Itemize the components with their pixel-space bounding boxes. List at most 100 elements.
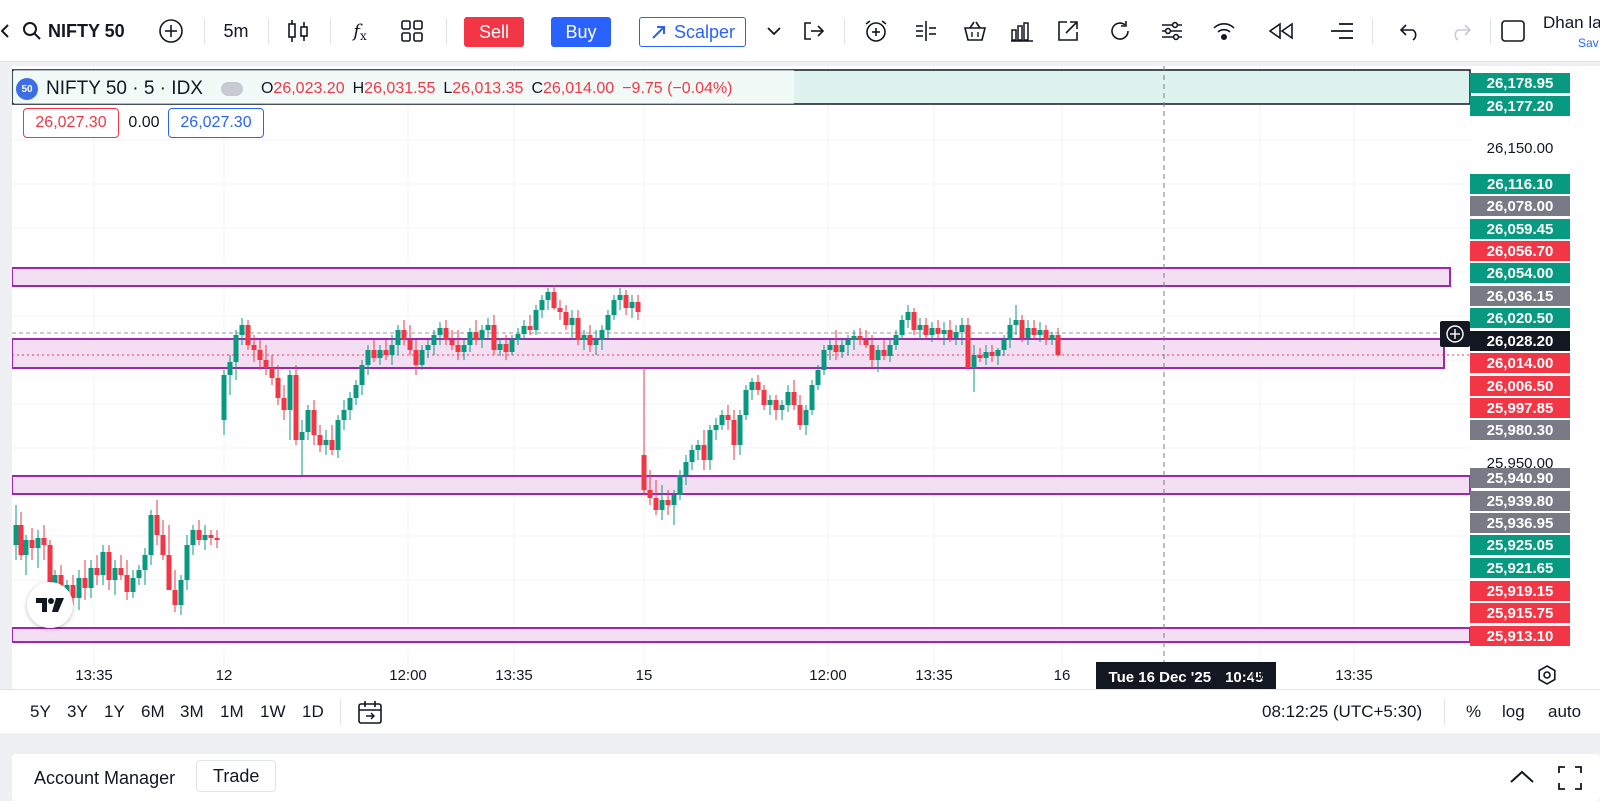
chevron-up-icon[interactable] [1508,766,1536,788]
layouts-grid-icon[interactable] [397,14,427,48]
candle-body [593,340,599,345]
menu-lines-icon[interactable] [1327,14,1357,48]
tf-5y[interactable]: 5Y [30,702,51,721]
candle-body [551,292,557,308]
chevron-down-icon[interactable] [762,14,786,48]
account-name[interactable]: Dhan la [1543,13,1600,32]
account-manager-tab[interactable]: Account Manager [34,768,176,788]
price-axis-label: 25,997.85 [1470,398,1570,418]
chart-legend: 50 NIFTY 50 · 5 · IDX O 26,023.20 H 26,031… [16,73,733,105]
chart-pane[interactable] [12,66,1600,732]
exit-icon[interactable] [800,14,828,48]
tf-3y[interactable]: 3Y [67,702,88,721]
candle-body [35,538,41,548]
refresh-icon[interactable] [1105,14,1135,48]
trade-tab[interactable]: Trade [196,760,277,792]
auto-toggle[interactable]: auto [1548,702,1582,721]
candle-body [515,334,521,340]
candle-body [94,568,100,575]
tf-1d[interactable]: 1D [302,702,324,721]
candle-body [527,326,533,330]
sell-button[interactable]: Sell [464,17,524,47]
price-axis-label: 25,919.15 [1470,581,1570,601]
candles-icon[interactable] [283,14,313,48]
symbol-label: NIFTY 50 [48,20,125,41]
candle-body [214,538,220,540]
buy-button[interactable]: Buy [551,17,611,47]
tf-6m[interactable]: 6M [141,702,165,721]
candle-body [959,325,965,332]
candle-body [100,552,106,575]
candle-body [347,398,353,410]
interval-button[interactable]: 5m [223,20,249,41]
clock-timezone[interactable]: 08:12:25 (UTC+5:30) [1262,702,1423,721]
candle-body [449,340,455,345]
maximize-panel-icon[interactable] [1556,764,1584,792]
candle-body [275,378,281,398]
candle-body [563,312,569,325]
candle-body [791,392,797,405]
sell-price-box[interactable]: 26,027.30 [23,108,119,138]
tf-1w[interactable]: 1W [260,702,286,721]
candle-body [82,578,88,588]
calendar-icon[interactable] [356,699,384,727]
candle-body [779,405,785,410]
price-axis-label: 25,915.75 [1470,603,1570,623]
compare-add-icon[interactable] [154,14,188,48]
candle-body [23,540,29,555]
tf-1y[interactable]: 1Y [104,702,125,721]
candle-body [245,325,251,345]
open-key: O [260,80,274,97]
candle-body [641,455,647,490]
price-chart[interactable] [12,66,1600,732]
eye-toggle-icon[interactable] [220,82,243,96]
candle-body [485,325,491,330]
fullscreen-box-icon[interactable] [1498,14,1528,48]
bar-chart-icon[interactable] [1007,14,1037,48]
candle-body [887,345,893,356]
candle-body [707,430,713,460]
buy-price-box[interactable]: 26,027.30 [168,108,264,138]
candle-body [461,345,467,352]
candle-body [815,370,821,385]
tf-3m[interactable]: 3M [180,702,204,721]
bottom-panel: Account Manager Trade [12,754,1600,801]
candle-body [76,578,82,598]
account-sub: Sav [1578,36,1599,50]
symbol-search-button[interactable]: NIFTY 50 [22,14,132,48]
settings-sliders-icon[interactable] [1157,14,1187,48]
candle-body [719,415,725,425]
percent-toggle[interactable]: % [1466,702,1482,721]
candle-body [893,335,899,345]
undo-icon[interactable] [1395,14,1425,48]
broadcast-icon[interactable] [1209,14,1239,48]
candle-body [136,570,142,578]
axis-settings-icon[interactable] [1536,664,1558,686]
candle-body [293,375,299,440]
redo-icon[interactable] [1446,14,1476,48]
log-toggle[interactable]: log [1502,702,1525,721]
price-axis[interactable]: 26,178.95 26,177.20 26,150.00 26,116.10 26,0… [1470,62,1570,682]
crosshair-add-button[interactable] [1440,321,1470,347]
basket-icon[interactable] [960,14,990,48]
rewind-icon[interactable] [1263,14,1299,48]
candle-body [287,375,293,410]
candle-body [443,328,449,340]
tf-1m[interactable]: 1M [220,702,244,721]
candle-body [623,295,629,308]
candle-body [455,345,461,352]
external-link-icon[interactable] [1053,14,1083,48]
replay-bars-icon[interactable] [911,14,941,48]
tradingview-logo[interactable] [27,582,73,628]
time-axis-tick: 12:00 [809,667,847,684]
chevron-left-icon[interactable] [0,14,10,48]
candle-body [1025,328,1031,338]
legend-title[interactable]: NIFTY 50 · 5 · IDX [46,78,203,99]
alarm-add-icon[interactable] [861,14,891,48]
scalper-button[interactable]: Scalper [639,17,746,47]
price-axis-label: 25,940.90 [1470,468,1570,488]
candle-body [659,500,665,510]
candle-body [401,330,407,340]
candle-body [389,345,395,355]
